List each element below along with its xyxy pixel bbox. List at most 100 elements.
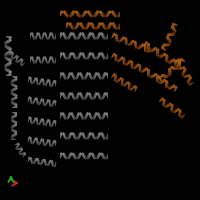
Polygon shape [16,148,20,150]
Polygon shape [156,49,157,50]
Polygon shape [29,157,30,160]
Polygon shape [148,48,150,53]
Polygon shape [173,66,176,70]
Polygon shape [131,61,133,67]
Polygon shape [20,152,24,155]
Polygon shape [16,148,19,150]
Polygon shape [181,58,185,62]
Polygon shape [118,57,121,62]
Polygon shape [170,85,173,90]
Polygon shape [141,43,143,48]
Polygon shape [81,15,82,17]
Polygon shape [12,58,13,59]
Polygon shape [49,100,50,105]
Polygon shape [156,48,157,50]
Polygon shape [132,85,135,90]
Polygon shape [162,45,165,47]
Polygon shape [101,11,102,16]
Polygon shape [175,59,179,61]
Polygon shape [184,74,189,78]
Polygon shape [117,78,120,83]
Polygon shape [172,85,175,88]
Polygon shape [180,116,182,117]
Polygon shape [117,39,118,42]
Polygon shape [149,76,150,77]
Polygon shape [163,99,165,103]
Polygon shape [160,76,162,78]
Polygon shape [42,119,43,121]
Polygon shape [39,121,40,125]
Polygon shape [128,82,129,84]
Polygon shape [31,158,32,163]
Polygon shape [37,80,38,85]
Polygon shape [123,58,125,62]
Polygon shape [171,66,174,70]
Polygon shape [19,150,23,153]
Polygon shape [117,59,118,62]
Polygon shape [165,104,168,108]
Polygon shape [167,40,172,42]
Polygon shape [147,69,149,73]
Polygon shape [178,66,179,68]
Polygon shape [12,52,13,55]
Polygon shape [123,83,125,87]
Polygon shape [45,142,46,146]
Polygon shape [30,77,31,81]
Polygon shape [38,83,39,84]
Polygon shape [128,82,130,85]
Polygon shape [21,63,23,66]
Polygon shape [50,123,51,127]
Polygon shape [21,64,23,66]
Polygon shape [168,71,171,75]
Polygon shape [170,85,173,89]
Polygon shape [164,105,165,107]
Polygon shape [124,37,125,39]
Polygon shape [82,13,83,17]
Polygon shape [170,85,173,90]
Polygon shape [143,67,146,72]
Polygon shape [141,69,143,73]
Polygon shape [21,149,22,150]
Polygon shape [32,161,33,164]
Polygon shape [156,48,157,50]
Polygon shape [38,143,39,145]
Polygon shape [159,98,162,102]
Polygon shape [171,104,173,108]
Polygon shape [49,100,50,106]
Polygon shape [182,67,185,69]
Polygon shape [178,66,183,69]
Polygon shape [16,148,20,150]
Polygon shape [41,98,42,103]
Polygon shape [36,158,37,162]
Polygon shape [19,153,22,154]
Polygon shape [11,54,14,59]
Polygon shape [167,40,172,42]
Polygon shape [102,12,103,17]
Polygon shape [176,67,178,69]
Polygon shape [168,43,171,44]
Polygon shape [131,65,133,69]
Polygon shape [22,152,26,155]
Polygon shape [168,60,170,63]
Polygon shape [112,73,115,77]
Polygon shape [141,70,142,73]
Polygon shape [17,147,21,150]
Polygon shape [158,98,162,102]
Polygon shape [174,60,177,65]
Polygon shape [121,78,123,81]
Polygon shape [176,108,179,112]
Polygon shape [37,78,38,84]
Polygon shape [178,64,180,67]
Polygon shape [171,105,173,109]
Polygon shape [49,100,50,106]
Polygon shape [42,139,43,141]
Polygon shape [118,40,119,41]
Polygon shape [53,140,54,146]
Polygon shape [155,48,157,51]
Polygon shape [159,76,162,80]
Polygon shape [168,73,170,76]
Polygon shape [34,118,35,124]
Polygon shape [165,56,168,61]
Polygon shape [163,99,164,100]
Polygon shape [147,69,150,73]
